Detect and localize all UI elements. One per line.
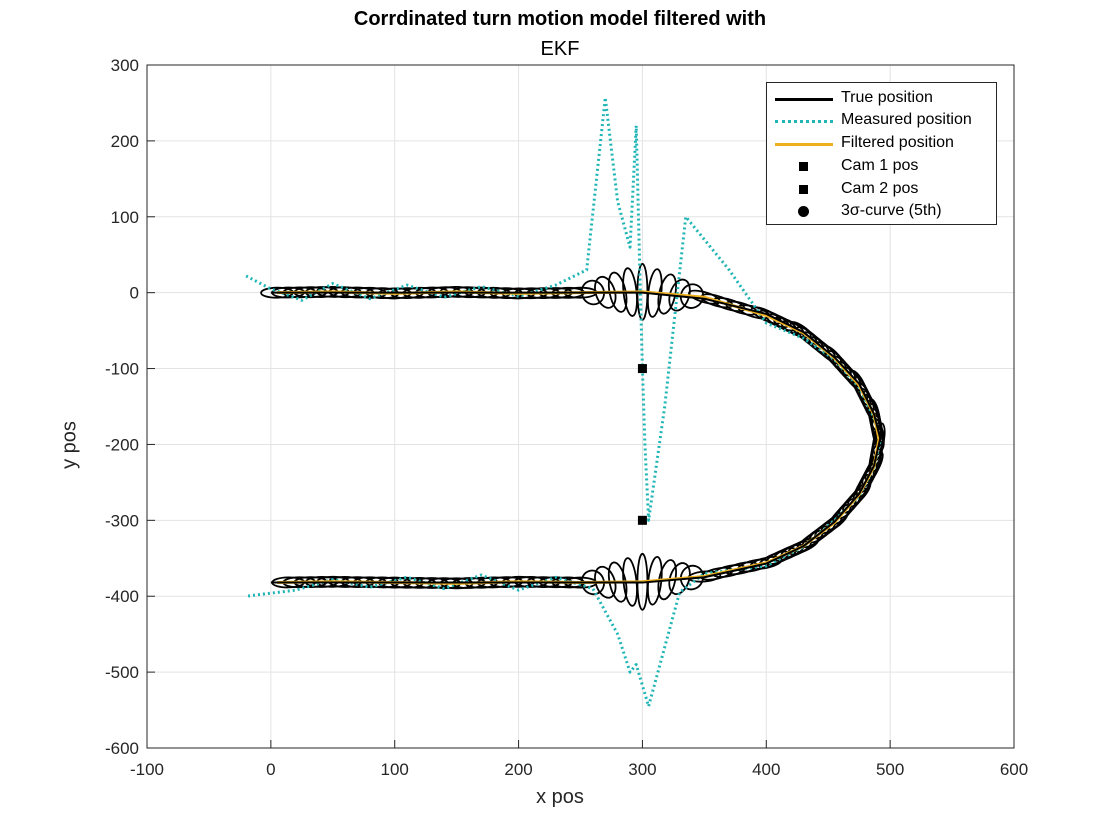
x-tick-label: 400	[752, 760, 780, 779]
y-axis-label: y pos	[58, 421, 81, 469]
legend-entry-measured: Measured position	[767, 110, 998, 132]
legend-label: Cam 1 pos	[841, 157, 919, 174]
square-marker-icon	[799, 185, 808, 194]
legend-line-filtered	[775, 143, 833, 146]
axes-box	[146, 64, 1015, 749]
chart-title: Corrdinated turn motion model filtered w…	[353, 8, 767, 30]
sigma-ellipse	[679, 283, 705, 309]
series-line-measured	[245, 96, 882, 708]
sigma-ellipse	[594, 275, 617, 309]
sigma-ellipse	[594, 565, 617, 599]
y-tick-label: 100	[111, 208, 139, 227]
square-marker-icon	[799, 162, 808, 171]
legend-entry-filtered: Filtered position	[767, 133, 998, 155]
sigma-ellipse	[580, 279, 605, 306]
x-tick-label: 100	[381, 760, 409, 779]
x-tick-label: 500	[876, 760, 904, 779]
y-tick-label: 0	[130, 284, 139, 303]
legend-entry-cam1: Cam 1 pos	[767, 156, 998, 178]
y-tick-label: 300	[111, 56, 139, 75]
y-tick-label: -300	[105, 511, 139, 530]
y-tick-label: -400	[105, 587, 139, 606]
legend-line-true	[775, 98, 833, 101]
y-tick-label: -600	[105, 739, 139, 758]
x-tick-label: 600	[1000, 760, 1028, 779]
chart-subtitle: EKF	[540, 38, 580, 60]
x-tick-label: 0	[266, 760, 275, 779]
y-tick-label: -500	[105, 663, 139, 682]
sigma-ellipse	[607, 561, 628, 603]
legend-label: Measured position	[841, 111, 972, 128]
circle-marker-icon	[798, 206, 809, 217]
y-tick-label: -100	[105, 360, 139, 379]
sigma-ellipse	[657, 559, 677, 601]
series-line-true	[270, 291, 882, 584]
legend-line-measured	[775, 120, 833, 123]
camera-point	[637, 515, 647, 525]
legend-entry-sigma: 3σ-curve (5th)	[767, 201, 998, 223]
x-tick-label: -100	[130, 760, 164, 779]
legend-label: Cam 2 pos	[841, 180, 919, 197]
sigma-ellipse	[668, 562, 691, 596]
legend-label: True position	[841, 89, 933, 106]
legend-entry-cam2: Cam 2 pos	[767, 179, 998, 201]
legend-entry-true: True position	[767, 88, 998, 110]
legend-label: 3σ-curve (5th)	[841, 202, 942, 219]
legend-label: Filtered position	[841, 134, 954, 151]
x-axis-label: x pos	[536, 786, 584, 808]
x-tick-label: 300	[628, 760, 656, 779]
legend: True position Measured position Filtered…	[766, 82, 997, 225]
y-tick-label: -200	[105, 435, 139, 454]
camera-point	[637, 364, 647, 374]
y-tick-label: 200	[111, 132, 139, 151]
sigma-ellipse	[607, 271, 628, 313]
x-tick-label: 200	[504, 760, 532, 779]
